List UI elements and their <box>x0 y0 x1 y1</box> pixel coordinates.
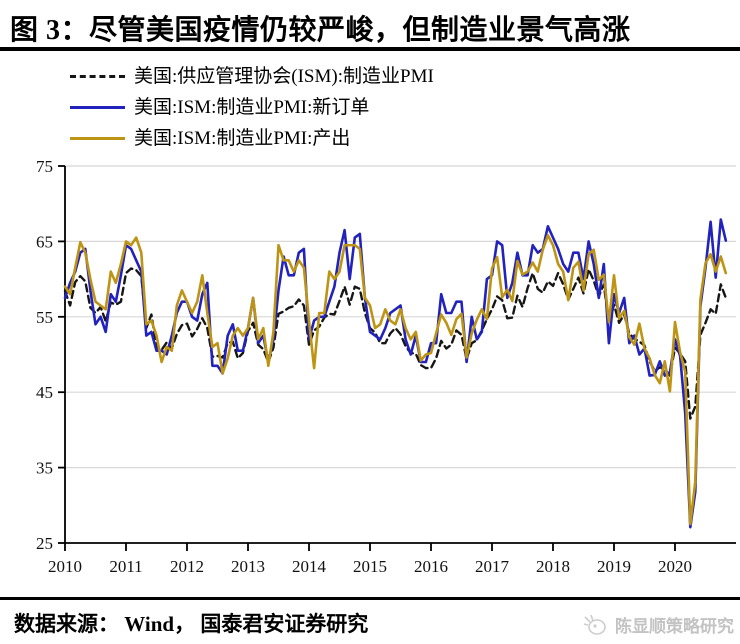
svg-text:55: 55 <box>36 308 53 327</box>
svg-text:2011: 2011 <box>109 557 142 576</box>
svg-text:25: 25 <box>36 534 53 553</box>
watermark: 陈显顺策略研究 <box>583 612 734 637</box>
legend-item-new-orders: 美国:ISM:制造业PMI:新订单 <box>70 92 434 123</box>
legend-label-pmi: 美国:供应管理协会(ISM):制造业PMI <box>134 66 434 87</box>
legend-item-output: 美国:ISM:制造业PMI:产出 <box>70 123 434 154</box>
legend-dashed-line-sample <box>70 75 125 78</box>
legend-blue-line-sample <box>70 106 125 109</box>
svg-text:2020: 2020 <box>658 557 692 576</box>
svg-text:35: 35 <box>36 459 53 478</box>
figure-title: 图 3：尽管美国疫情仍较严峻，但制造业景气高涨 <box>10 15 631 46</box>
chart-legend: 美国:供应管理协会(ISM):制造业PMI 美国:ISM:制造业PMI:新订单 … <box>70 61 434 154</box>
svg-text:2018: 2018 <box>536 557 570 576</box>
watermark-text: 陈显顺策略研究 <box>615 617 734 636</box>
svg-text:2015: 2015 <box>353 557 387 576</box>
svg-text:2017: 2017 <box>475 557 510 576</box>
pmi-line-chart: 25 35 45 55 65 75 2010 2011 2012 2013 2014 2015 2016… <box>36 157 736 576</box>
legend-label-output: 美国:ISM:制造业PMI:产出 <box>134 128 351 149</box>
svg-text:65: 65 <box>36 232 53 251</box>
data-source-text: 数据来源： Wind， 国泰君安证券研究 <box>14 612 369 636</box>
svg-text:2016: 2016 <box>414 557 448 576</box>
svg-text:2019: 2019 <box>597 557 631 576</box>
svg-text:45: 45 <box>36 383 53 402</box>
legend-label-new-orders: 美国:ISM:制造业PMI:新订单 <box>134 97 370 118</box>
footer-divider <box>0 597 740 600</box>
legend-item-pmi: 美国:供应管理协会(ISM):制造业PMI <box>70 61 434 92</box>
mascot-logo-icon <box>583 614 606 635</box>
title-divider <box>0 47 740 51</box>
svg-text:2014: 2014 <box>292 557 327 576</box>
svg-text:2010: 2010 <box>48 557 82 576</box>
svg-text:2012: 2012 <box>170 557 204 576</box>
svg-text:2013: 2013 <box>231 557 265 576</box>
svg-text:75: 75 <box>36 157 53 176</box>
legend-gold-line-sample <box>70 137 125 140</box>
